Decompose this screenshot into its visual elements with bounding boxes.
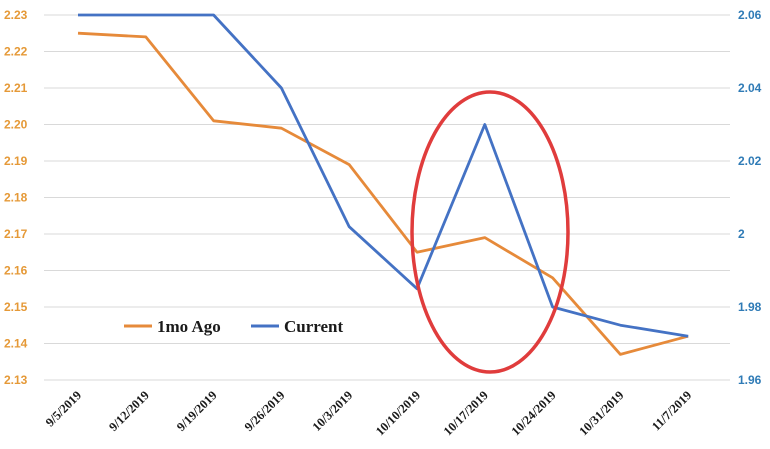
left-tick-label: 2.19 bbox=[4, 154, 28, 168]
x-tick-label: 10/24/2019 bbox=[509, 388, 559, 438]
left-tick-label: 2.23 bbox=[4, 8, 28, 22]
series-lines bbox=[77, 13, 689, 356]
left-tick-label: 2.14 bbox=[4, 337, 28, 351]
x-tick-label: 10/10/2019 bbox=[373, 388, 423, 438]
x-tick-label: 10/31/2019 bbox=[576, 388, 626, 438]
left-tick-label: 2.22 bbox=[4, 45, 28, 59]
legend-label-1mo-ago: 1mo Ago bbox=[157, 317, 221, 336]
series-line-current bbox=[78, 13, 689, 338]
x-tick-label: 9/12/2019 bbox=[106, 388, 152, 434]
series-line-1mo-ago bbox=[77, 31, 689, 356]
x-tick-label: 9/19/2019 bbox=[174, 388, 220, 434]
left-tick-label: 2.15 bbox=[4, 300, 28, 314]
right-tick-label: 1.98 bbox=[738, 300, 762, 314]
right-tick-label: 2.02 bbox=[738, 154, 762, 168]
right-tick-label: 1.96 bbox=[738, 373, 762, 387]
legend: 1mo Ago Current bbox=[124, 317, 344, 336]
left-tick-label: 2.17 bbox=[4, 227, 28, 241]
left-tick-label: 2.16 bbox=[4, 264, 28, 278]
x-tick-label: 9/26/2019 bbox=[242, 388, 288, 434]
right-axis-ticks: 1.96 1.98 2 2.02 2.04 2.06 bbox=[738, 8, 762, 387]
left-tick-label: 2.13 bbox=[4, 373, 28, 387]
x-tick-label: 10/17/2019 bbox=[441, 388, 491, 438]
left-tick-label: 2.18 bbox=[4, 191, 28, 205]
x-tick-label: 11/7/2019 bbox=[649, 388, 694, 433]
left-tick-label: 2.20 bbox=[4, 118, 28, 132]
x-tick-label: 9/5/2019 bbox=[43, 388, 84, 429]
left-axis-ticks: 2.13 2.14 2.15 2.16 2.17 2.18 2.19 2.20 2.21 2.22… bbox=[4, 8, 28, 387]
right-tick-label: 2.04 bbox=[738, 81, 762, 95]
x-tick-label: 10/3/2019 bbox=[310, 388, 356, 434]
highlight-ellipse bbox=[410, 90, 570, 374]
right-tick-label: 2.06 bbox=[738, 8, 762, 22]
x-axis-ticks: 9/5/2019 9/12/2019 9/19/2019 9/26/2019 10/3/… bbox=[43, 388, 695, 438]
left-tick-label: 2.21 bbox=[4, 81, 28, 95]
right-tick-label: 2 bbox=[738, 227, 745, 241]
legend-label-current: Current bbox=[284, 317, 344, 336]
